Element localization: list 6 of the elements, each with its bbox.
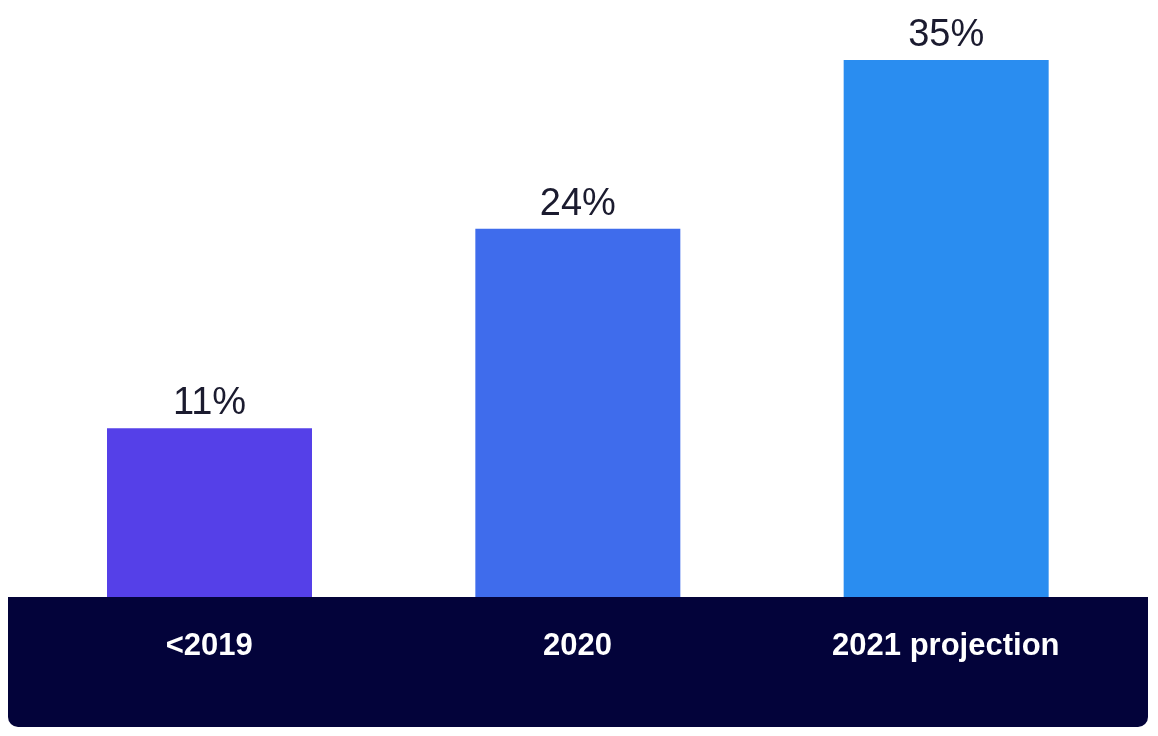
x-tick-label: 2021 projection	[832, 627, 1060, 662]
data-label: 24%	[539, 180, 616, 223]
x-tick-label: <2019	[165, 627, 253, 662]
data-label: 11%	[172, 380, 247, 423]
data-label: 35%	[908, 12, 985, 54]
x-tick-label: 2020	[543, 627, 612, 662]
